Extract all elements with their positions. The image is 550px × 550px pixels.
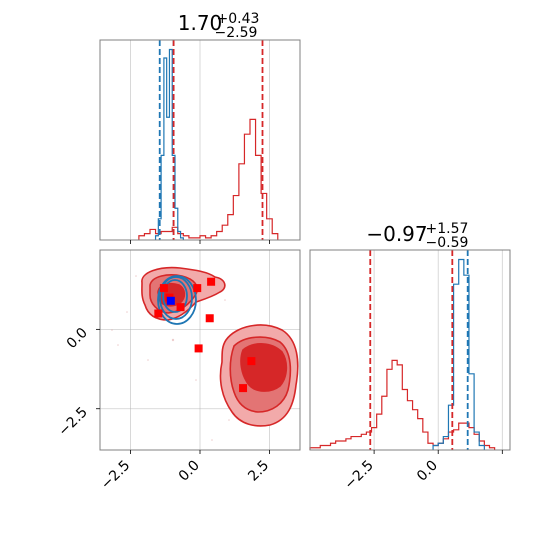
y-tick-label: −2.5 [55,404,90,439]
blue-contour-mid [159,276,193,320]
red-histogram [138,118,279,240]
grid-lines [373,250,503,450]
title-sup: +0.43 [217,11,260,27]
red-sample-marker [247,357,256,366]
histogram-series [138,48,279,240]
marginal-histogram-param-2: −2.5 0.0 −0.97 +1.57 −0.59 [309,221,511,493]
x-ticks [130,240,270,244]
title-sub: −2.59 [215,25,258,41]
y-tick-label: 0.0 [64,325,91,352]
red-sample-marker [194,344,203,353]
title-param-2: −0.97 [366,222,427,246]
blue-histogram [154,48,184,240]
scatter-point [117,344,119,346]
title-main: 1.70 [178,11,223,35]
x-tick-label: 2.5 [245,458,272,485]
title-main: −0.97 [366,222,427,246]
x-tick-label: 0.0 [176,458,203,485]
scatter-point [147,359,149,361]
blue-sample-marker [166,296,175,305]
blue-contours [157,275,197,325]
scatter-point [211,439,213,441]
scatter-point [135,275,137,277]
quantile-lines [369,250,469,450]
x-tick-label: −2.5 [342,458,377,493]
title-sub: −0.59 [426,235,469,251]
blue-histogram [432,258,485,450]
blue-contour-outer [157,275,197,325]
red-sample-marker [207,277,216,286]
red-contour-inner-lower [240,343,288,392]
title-param-1: 1.70 [178,11,223,35]
scatter-point [195,379,197,381]
scatter-point [224,299,226,301]
scatter-point [171,338,175,342]
x-tick-label: −2.5 [98,458,133,493]
grid-lines [130,40,270,240]
red-sample-marker [176,303,185,312]
joint-contour-plot: −2.5 0.0 2.5 0.0 −2.5 [55,249,301,493]
sample-markers [154,277,256,393]
red-contours [141,266,299,427]
blue-contour-inner [162,279,188,313]
marginal-histogram-param-1: 1.70 +0.43 −2.59 [99,11,301,244]
x-ticks: −2.5 0.0 2.5 [98,450,272,493]
red-sample-marker [159,284,168,293]
x-tick-label: 0.0 [414,458,441,485]
red-sample-marker [193,284,202,293]
axes-frame [309,249,511,451]
red-sample-marker [239,384,248,393]
quantile-lines [158,40,264,240]
x-ticks: −2.5 0.0 [342,450,503,493]
red-sample-marker [154,309,163,318]
scatter-point [111,329,113,331]
red-sample-marker [205,314,214,323]
title-sup: +1.57 [426,221,469,237]
scatter-cloud [111,275,286,441]
y-ticks: 0.0 −2.5 [55,325,100,440]
scatter-point [126,311,128,313]
scatter-point [228,419,230,421]
